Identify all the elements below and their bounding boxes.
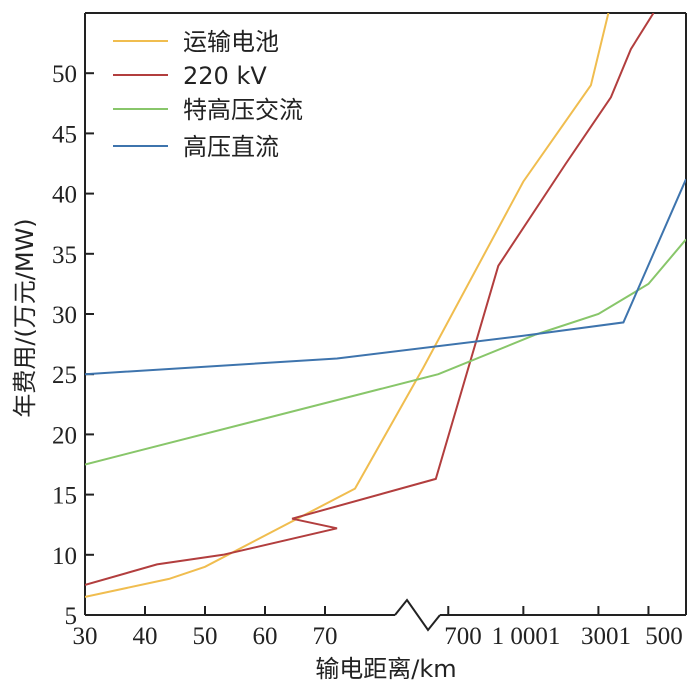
y-tick-label: 15 (52, 483, 77, 510)
y-tick-label: 10 (52, 543, 77, 570)
y-tick-label: 5 (65, 603, 78, 630)
series-line-1 (85, 13, 610, 598)
plot-frame (84, 12, 687, 632)
series-line-4 (85, 178, 686, 376)
y-tick-label: 50 (52, 61, 77, 88)
x-tick-label: 60 (253, 623, 278, 650)
x-tick-label: 30 (73, 623, 98, 650)
legend-label: 220 kV (183, 62, 267, 90)
y-tick-label: 30 (52, 302, 77, 329)
x-tick-label: 700 (444, 623, 482, 650)
legend-label: 运输电池 (183, 28, 279, 56)
series-line-3 (85, 238, 686, 466)
y-ticks: 5 10 15 20 25 30 35 40 45 50 (52, 61, 94, 630)
y-tick-label: 20 (52, 422, 77, 449)
y-tick-label: 25 (52, 362, 77, 389)
x-tick-label: 50 (193, 623, 218, 650)
x-tick-label: 3001 (581, 623, 631, 650)
x-tick-label: 40 (133, 623, 158, 650)
y-axis-title: 年费用/(万元/MW) (11, 218, 39, 417)
legend-label: 特高压交流 (183, 96, 303, 124)
x-axis-title: 输电距离/km (315, 655, 456, 683)
legend-label: 高压直流 (183, 133, 279, 161)
y-tick-label: 40 (52, 182, 77, 209)
axis-break-mark (394, 598, 441, 632)
x-tick-label: 1 0001 (492, 623, 561, 650)
series-line-2 (85, 13, 655, 586)
x-ticks: 30 40 50 60 70 700 1 0001 3001 500 (73, 606, 683, 650)
y-tick-label: 35 (52, 242, 77, 269)
x-tick-label: 500 (645, 623, 683, 650)
y-tick-label: 45 (52, 121, 77, 148)
x-tick-label: 70 (313, 623, 338, 650)
series-lines (85, 13, 686, 598)
